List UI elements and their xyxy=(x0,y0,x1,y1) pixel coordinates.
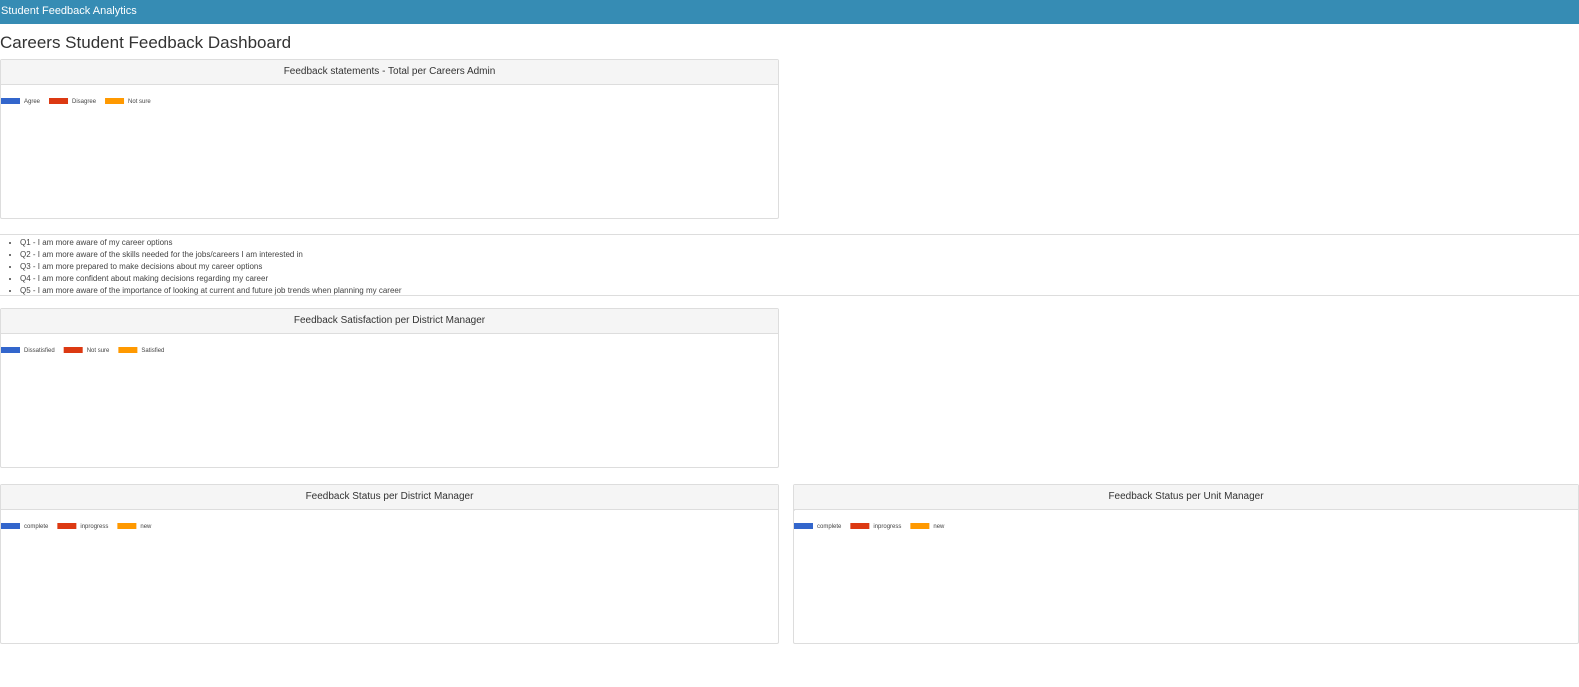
legend-swatch xyxy=(49,98,69,104)
legend-swatch xyxy=(910,523,930,529)
status-um-chart: 051015202530354045Rashmi PatilCareers UM… xyxy=(794,510,945,530)
questions-list: Q1 - I am more aware of my career option… xyxy=(0,234,1579,296)
legend-label: complete xyxy=(24,524,49,530)
x-tick-label: Ruby UM xyxy=(794,510,807,512)
panel-admin-chart: Feedback statements - Total per Careers … xyxy=(0,59,779,219)
legend-swatch xyxy=(63,347,83,353)
x-tick-label: Careers DM1 xyxy=(1,334,19,336)
legend-label: Disagree xyxy=(72,99,97,105)
x-tick-label: Rashmi Patil xyxy=(1,510,18,512)
x-tick-label: Question 1 xyxy=(1,85,16,87)
x-tick-label: Question 2 xyxy=(1,85,16,87)
x-tick-label: Careers DM1 xyxy=(1,510,19,512)
question-item: Q1 - I am more aware of my career option… xyxy=(20,237,1579,249)
chart-legend: complete inprogress new xyxy=(1,523,152,530)
page-title: Careers Student Feedback Dashboard xyxy=(0,33,292,52)
legend-label: Not sure xyxy=(87,348,110,354)
question-item: Q4 - I am more confident about making de… xyxy=(20,273,1579,285)
question-item: Q2 - I am more aware of the skills neede… xyxy=(20,249,1579,261)
x-tick-label: Karolina Blair xyxy=(1,334,19,336)
legend-label: Satisfied xyxy=(141,348,164,354)
x-tick-label: Question 3 xyxy=(1,85,16,87)
x-tick-label: Careers DM xyxy=(1,334,17,336)
x-tick-label: Careers UM xyxy=(794,510,810,512)
satisfaction-chart: 051015202530354045Rashmi PatilCareers DM… xyxy=(1,334,164,354)
legend-swatch xyxy=(117,523,137,529)
legend-label: inprogress xyxy=(873,524,901,530)
panel-satisfaction-chart: Feedback Satisfaction per District Manag… xyxy=(0,308,779,468)
x-tick-label: Question 5 xyxy=(1,85,16,87)
panel-status-um-chart: Feedback Status per Unit Manager 0510152… xyxy=(793,484,1579,644)
legend-swatch xyxy=(794,523,813,529)
x-tick-label: Rashmi Patil xyxy=(1,334,18,336)
legend-label: Agree xyxy=(24,99,41,105)
x-tick-label: Careers DM xyxy=(1,510,17,512)
legend-swatch xyxy=(57,523,77,529)
chart-legend: Dissatisfied Not sure Satisfied xyxy=(1,347,164,354)
panel-heading-status-dm: Feedback Status per District Manager xyxy=(1,485,778,510)
question-item: Q5 - I am more aware of the importance o… xyxy=(20,285,1579,297)
x-tick-label: Careers UM1 xyxy=(794,510,812,512)
x-tick-label: Question 4 xyxy=(1,85,16,87)
legend-swatch xyxy=(1,523,20,529)
x-tick-label: Rashmi Patil xyxy=(794,510,811,512)
legend-swatch xyxy=(1,347,20,353)
chart-legend: Agree Disagree Not sure xyxy=(1,98,151,105)
panel-heading-satisfaction: Feedback Satisfaction per District Manag… xyxy=(1,309,778,334)
navbar-brand[interactable]: Student Feedback Analytics xyxy=(1,5,137,17)
legend-label: Not sure xyxy=(128,99,151,105)
chart-legend: complete inprogress new xyxy=(794,523,945,530)
panel-status-dm-chart: Feedback Status per District Manager 051… xyxy=(0,484,779,644)
status-dm-chart: 051015202530354045Rashmi PatilCareers DM… xyxy=(1,510,152,530)
panel-heading-admin: Feedback statements - Total per Careers … xyxy=(1,60,778,85)
legend-label: inprogress xyxy=(80,524,108,530)
legend-swatch xyxy=(1,98,20,104)
question-item: Q3 - I am more prepared to make decision… xyxy=(20,261,1579,273)
x-tick-label: Karolina Blair xyxy=(1,510,19,512)
legend-swatch xyxy=(850,523,870,529)
legend-label: new xyxy=(140,524,152,530)
legend-label: new xyxy=(933,524,945,530)
legend-swatch xyxy=(118,347,138,353)
legend-swatch xyxy=(105,98,125,104)
admin-feedback-chart: 0102030405060708090Question 1Question 2Q… xyxy=(1,85,151,105)
legend-label: complete xyxy=(817,524,842,530)
top-navbar: Student Feedback Analytics xyxy=(0,0,1579,24)
panel-heading-status-um: Feedback Status per Unit Manager xyxy=(794,485,1578,510)
legend-label: Dissatisfied xyxy=(24,348,55,354)
